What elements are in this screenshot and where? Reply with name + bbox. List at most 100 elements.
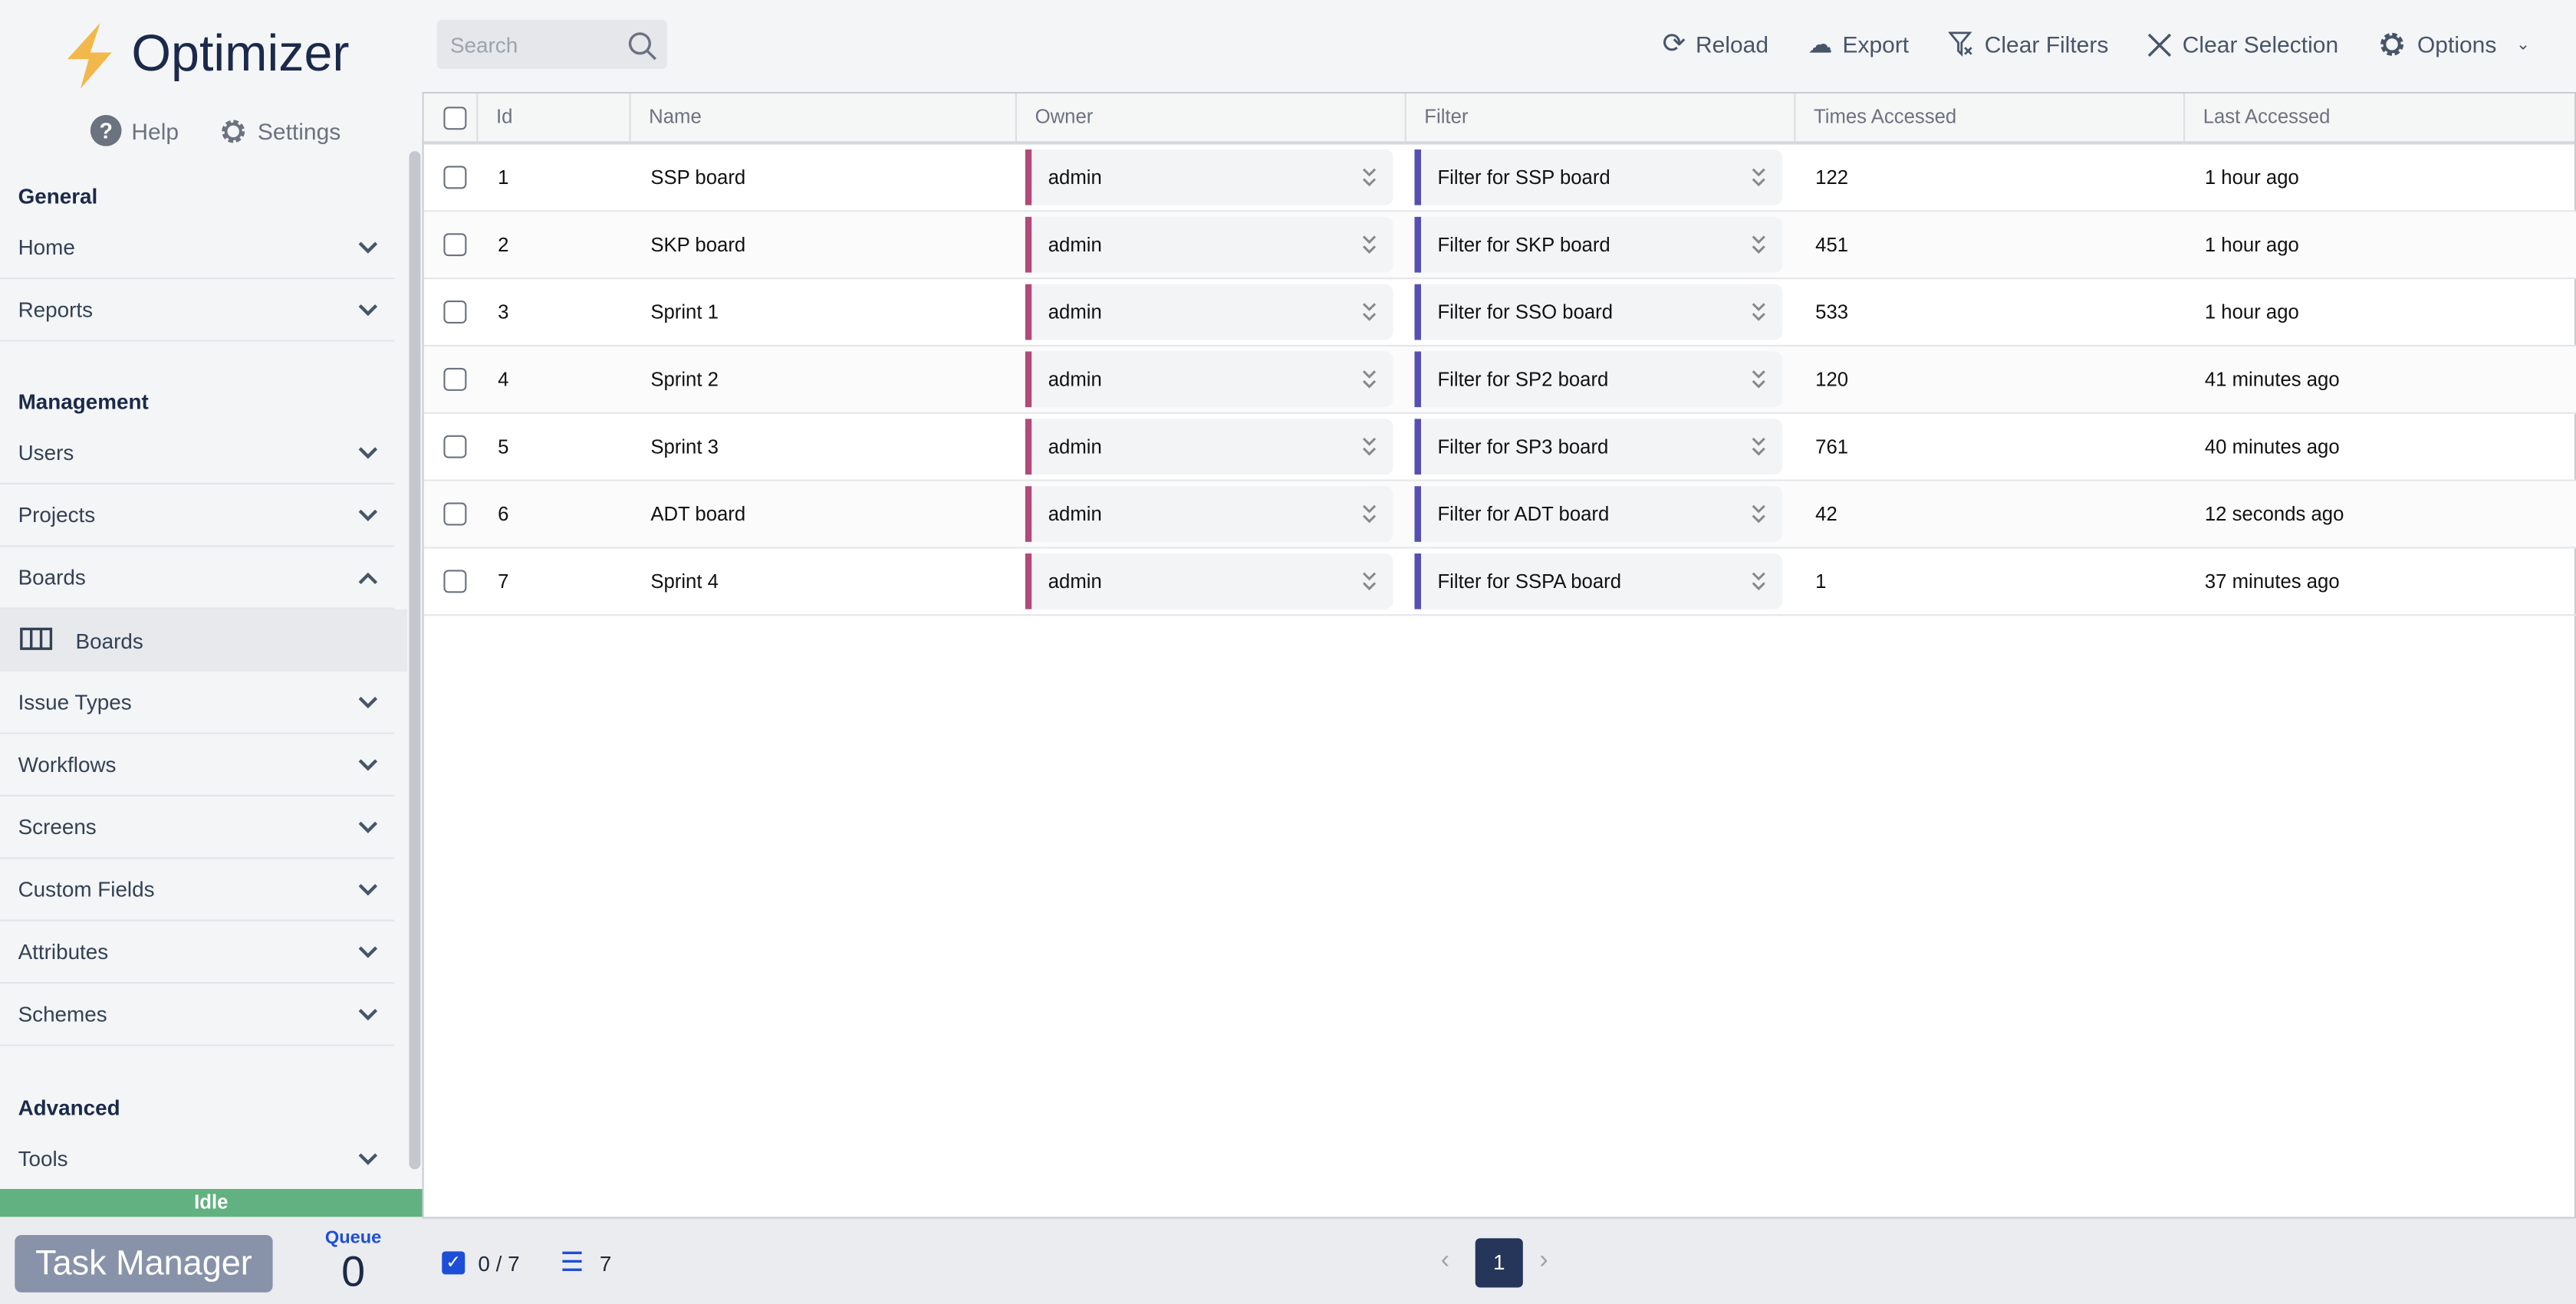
sidebar-subitem-boards[interactable]: Boards	[0, 609, 408, 672]
toolbar: ⟳ Reload ☁ Export Clear Filters Clear Sele…	[1663, 28, 2530, 61]
sidebar-item-workflows[interactable]: Workflows	[0, 734, 395, 797]
double-chevron-icon	[1362, 284, 1377, 340]
clear-filters-button[interactable]: Clear Filters	[1948, 28, 2108, 61]
filter-select[interactable]: Filter for SSO board	[1414, 284, 1783, 340]
cell-id: 4	[498, 367, 509, 391]
sidebar: Optimizer ? Help Settings General Home Repo…	[0, 0, 423, 1304]
filter-select[interactable]: Filter for SP3 board	[1414, 419, 1783, 475]
cell-times-accessed: 1	[1815, 570, 1827, 593]
double-chevron-icon	[1752, 284, 1766, 340]
select-all-checkbox[interactable]	[443, 107, 467, 130]
double-chevron-icon	[1362, 486, 1377, 542]
sidebar-item-label: Screens	[18, 814, 97, 839]
table-row[interactable]: 5 Sprint 3 admin Filter for SP3 board 761 40 …	[423, 414, 2576, 481]
lightning-bolt-icon	[67, 22, 112, 89]
settings-link[interactable]: Settings	[218, 115, 341, 146]
sidebar-scrollbar[interactable]	[409, 151, 421, 1170]
select-value: admin	[1048, 570, 1102, 593]
table-row[interactable]: 3 Sprint 1 admin Filter for SSO board 533 1 h…	[423, 279, 2576, 347]
owner-select[interactable]: admin	[1025, 486, 1393, 542]
help-link[interactable]: ? Help	[90, 114, 179, 146]
selection-checkbox-icon[interactable]: ✓	[442, 1251, 466, 1275]
cell-times-accessed: 533	[1815, 301, 1849, 324]
owner-select[interactable]: admin	[1025, 149, 1393, 205]
row-checkbox[interactable]	[443, 367, 467, 391]
row-checkbox[interactable]	[443, 301, 467, 324]
sidebar-item-users[interactable]: Users	[0, 422, 395, 484]
sidebar-item-attributes[interactable]: Attributes	[0, 921, 395, 984]
sidebar-section-advanced: Advanced	[18, 1095, 120, 1120]
prev-page-button[interactable]: ‹	[1440, 1246, 1450, 1275]
filter-select[interactable]: Filter for SP2 board	[1414, 351, 1783, 408]
svg-text:?: ?	[99, 119, 112, 143]
task-manager-button[interactable]: Task Manager	[15, 1234, 273, 1293]
chevron-down-icon	[358, 298, 378, 321]
filter-select[interactable]: Filter for SKP board	[1414, 216, 1783, 273]
row-checkbox[interactable]	[443, 502, 467, 526]
gear-icon	[2380, 32, 2404, 56]
table-row[interactable]: 6 ADT board admin Filter for ADT board 42 12 …	[423, 481, 2576, 549]
board-columns-icon	[20, 626, 53, 654]
filter-select[interactable]: Filter for SSP board	[1414, 149, 1783, 205]
row-checkbox[interactable]	[443, 166, 467, 189]
owner-select[interactable]: admin	[1025, 419, 1393, 475]
sidebar-item-home[interactable]: Home	[0, 217, 395, 280]
logo[interactable]: Optimizer	[62, 20, 350, 89]
page-1-button[interactable]: 1	[1475, 1238, 1523, 1288]
owner-select[interactable]: admin	[1025, 553, 1393, 609]
cell-times-accessed: 122	[1815, 166, 1849, 189]
options-button[interactable]: Options ⌄	[2378, 28, 2530, 61]
select-value: admin	[1048, 301, 1102, 324]
next-page-button[interactable]: ›	[1539, 1246, 1548, 1275]
sidebar-item-issue-types[interactable]: Issue Types	[0, 672, 395, 734]
chevron-down-icon	[358, 1147, 378, 1170]
search-input[interactable]: Search	[436, 19, 667, 69]
select-value: Filter for SSP board	[1437, 166, 1610, 189]
owner-select[interactable]: admin	[1025, 351, 1393, 408]
search-icon	[628, 32, 656, 61]
sidebar-item-projects[interactable]: Projects	[0, 484, 395, 547]
boards-table: Id Name Owner Filter Times Accessed Last Acce…	[422, 91, 2576, 1219]
column-header-times-accessed[interactable]: Times Accessed	[1794, 94, 2183, 142]
column-header-last-accessed[interactable]: Last Accessed	[2183, 94, 2576, 142]
clear-selection-button[interactable]: Clear Selection	[2148, 28, 2338, 61]
sidebar-item-boards[interactable]: Boards	[0, 547, 395, 609]
column-header-name[interactable]: Name	[629, 94, 1015, 142]
sidebar-item-tools[interactable]: Tools	[0, 1128, 394, 1189]
reload-icon: ⟳	[1662, 28, 1686, 60]
export-button[interactable]: ☁ Export	[1808, 28, 1909, 61]
reload-button[interactable]: ⟳ Reload	[1663, 28, 1768, 61]
sidebar-item-schemes[interactable]: Schemes	[0, 984, 395, 1046]
double-chevron-icon	[1752, 419, 1766, 475]
filter-select[interactable]: Filter for ADT board	[1414, 486, 1783, 542]
column-header-filter[interactable]: Filter	[1404, 94, 1795, 142]
sidebar-item-custom-fields[interactable]: Custom Fields	[0, 859, 395, 921]
chevron-down-icon	[358, 441, 378, 464]
table-row[interactable]: 7 Sprint 4 admin Filter for SSPA board 1 37 m…	[423, 549, 2576, 616]
filter-select[interactable]: Filter for SSPA board	[1414, 553, 1783, 609]
column-header-id[interactable]: Id	[476, 94, 629, 142]
owner-select[interactable]: admin	[1025, 216, 1393, 273]
sidebar-item-label: Projects	[18, 502, 96, 527]
select-value: admin	[1048, 166, 1102, 189]
cell-last-accessed: 1 hour ago	[2204, 301, 2299, 324]
sidebar-item-reports[interactable]: Reports	[0, 279, 395, 342]
double-chevron-icon	[1752, 486, 1766, 542]
settings-label: Settings	[257, 117, 341, 144]
table-row[interactable]: 2 SKP board admin Filter for SKP board 451 1 …	[423, 212, 2576, 280]
sidebar-item-screens[interactable]: Screens	[0, 797, 395, 859]
owner-select[interactable]: admin	[1025, 284, 1393, 340]
select-value: admin	[1048, 502, 1102, 526]
cell-name: Sprint 2	[650, 367, 719, 391]
row-checkbox[interactable]	[443, 435, 467, 458]
chevron-down-icon	[358, 1003, 378, 1026]
cell-id: 2	[498, 233, 509, 257]
table-row[interactable]: 4 Sprint 2 admin Filter for SP2 board 120 41 …	[423, 347, 2576, 414]
row-checkbox[interactable]	[443, 233, 467, 257]
cell-last-accessed: 1 hour ago	[2204, 166, 2299, 189]
row-checkbox[interactable]	[443, 570, 467, 593]
column-header-owner[interactable]: Owner	[1015, 94, 1405, 142]
select-value: Filter for SP3 board	[1437, 435, 1609, 458]
table-row[interactable]: 1 SSP board admin Filter for SSP board 122 1 …	[423, 145, 2576, 212]
cell-name: ADT board	[650, 502, 746, 526]
